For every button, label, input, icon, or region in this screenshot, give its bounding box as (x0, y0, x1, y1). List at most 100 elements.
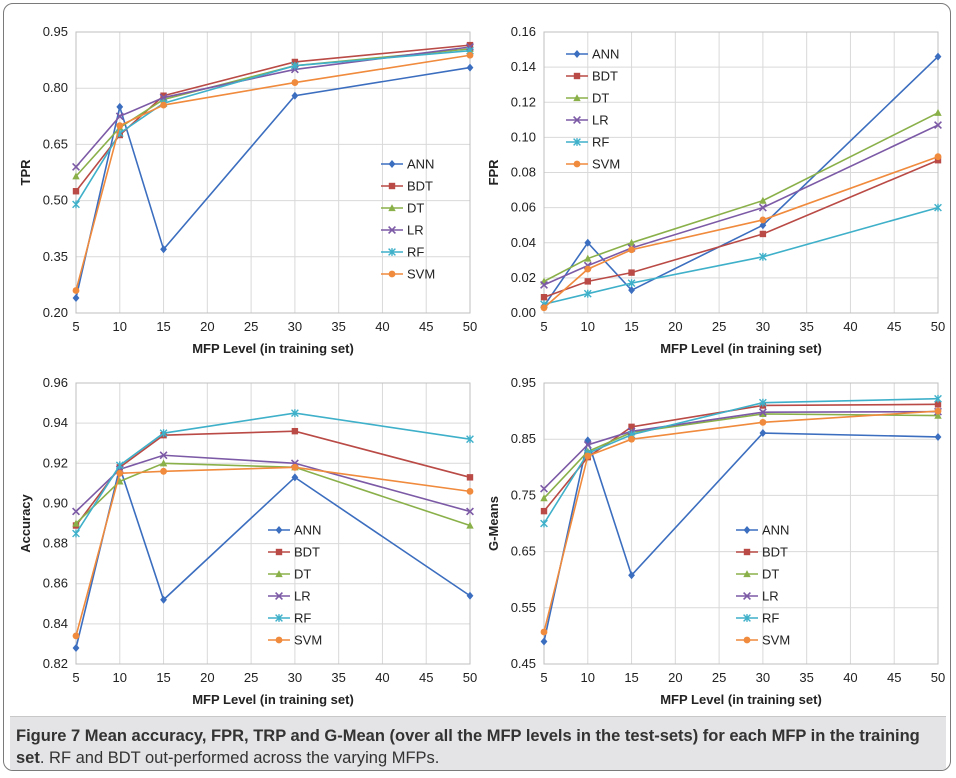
data-point-rf (540, 519, 548, 528)
legend-label-rf: RF (592, 135, 609, 150)
legend-item-rf: RF (268, 611, 311, 626)
data-point-bdt (540, 293, 548, 301)
legend: ANN BDT DT LR RF SVM (736, 523, 790, 648)
caption-title: Mean accuracy, FPR, TRP and G-Mean (over… (16, 727, 920, 767)
data-point-lr (159, 451, 168, 460)
legend-item-lr: LR (736, 589, 779, 604)
y-tick-label: 0.45 (511, 656, 536, 671)
data-point-bdt (759, 230, 767, 238)
y-tick-label: 0.55 (511, 600, 536, 615)
y-tick-label: 0.85 (511, 431, 536, 446)
data-point-ann (72, 643, 80, 652)
y-tick-label: 0.10 (511, 129, 536, 144)
x-tick-label: 45 (419, 319, 433, 334)
x-tick-label: 45 (887, 319, 901, 334)
data-point-bdt (628, 423, 635, 431)
data-point-bdt (934, 157, 942, 164)
data-point-svm (759, 418, 767, 426)
figure-frame: 0.20 0.35 0.50 0.65 0.80 0.95 5 10 15 20 25 30 35 40 4… (3, 3, 951, 771)
x-tick-label: 40 (375, 670, 389, 685)
x-tick-label: 25 (244, 670, 258, 685)
legend-item-lr: LR (268, 589, 311, 604)
x-tick-label: 10 (113, 670, 127, 685)
data-point-svm (584, 265, 592, 273)
legend-label-bdt: BDT (762, 545, 788, 560)
y-tick-label: 0.16 (511, 24, 536, 39)
data-point-svm (466, 487, 474, 495)
data-point-ann (628, 571, 635, 580)
data-point-svm (934, 407, 942, 415)
x-tick-label: 35 (331, 670, 345, 685)
series-line-ann (543, 432, 939, 642)
data-point-bdt (466, 474, 474, 481)
data-point-lr (758, 203, 767, 212)
legend-marker-bdt (573, 72, 581, 80)
legend-marker-dt (743, 570, 751, 578)
data-point-rf (934, 394, 942, 403)
y-tick-label: 0.86 (43, 576, 68, 591)
series-bdt (72, 427, 474, 529)
legend-marker-rf (573, 138, 581, 146)
x-tick-label: 5 (72, 319, 79, 334)
x-tick-label: 35 (799, 670, 813, 685)
legend-marker-ann (275, 526, 283, 534)
data-point-svm (72, 287, 80, 294)
series-line-bdt (543, 159, 939, 298)
x-tick-label: 40 (843, 670, 857, 685)
legend-item-rf: RF (736, 611, 779, 626)
data-point-lr (540, 484, 548, 493)
caption-box: Figure 7 Mean accuracy, FPR, TRP and G-M… (10, 716, 946, 770)
chart-tpr: 0.20 0.35 0.50 0.65 0.80 0.95 5 10 15 20 25 30 35 40 4… (18, 24, 477, 356)
y-tick-label: 0.65 (43, 136, 68, 151)
series-ann (540, 52, 942, 310)
y-tick-label: 0.14 (511, 59, 536, 74)
y-tick-label: 0.00 (511, 305, 536, 320)
data-point-svm (540, 628, 548, 636)
legend-label-ann: ANN (407, 157, 434, 172)
data-point-ann (934, 52, 942, 61)
legend: ANN BDT DT LR RF SVM (268, 523, 322, 648)
legend-item-dt: DT (736, 567, 779, 582)
data-point-rf (72, 529, 80, 538)
legend-item-dt: DT (381, 201, 424, 216)
data-point-ann (291, 473, 299, 482)
legend-item-ann: ANN (268, 523, 321, 538)
y-tick-label: 0.65 (511, 544, 536, 559)
legend: ANN BDT DT LR RF SVM (566, 47, 620, 172)
legend-label-rf: RF (762, 611, 779, 626)
x-tick-label: 10 (581, 319, 595, 334)
data-point-lr (72, 507, 80, 516)
legend-marker-lr (743, 592, 751, 600)
data-point-ann (160, 245, 167, 254)
legend-item-bdt: BDT (381, 179, 433, 194)
x-axis-label: MFP Level (in training set) (660, 341, 822, 356)
legend-marker-ann (573, 50, 581, 58)
x-tick-label: 5 (72, 670, 79, 685)
data-point-dt (159, 459, 168, 467)
x-tick-label: 30 (288, 670, 302, 685)
legend-label-ann: ANN (592, 47, 619, 62)
legend-label-dt: DT (294, 567, 311, 582)
data-point-svm (584, 452, 592, 460)
data-point-svm (628, 435, 635, 443)
legend-marker-svm (573, 160, 581, 168)
x-tick-label: 50 (931, 319, 945, 334)
y-tick-label: 0.92 (43, 455, 68, 470)
data-point-svm (934, 153, 942, 161)
series-dt (72, 459, 474, 529)
chart-panel-gmeans: 0.45 0.55 0.65 0.75 0.85 0.95 5 10 15 20 25 30 35 40 4… (474, 357, 950, 717)
data-point-ann (160, 595, 167, 604)
data-point-svm (291, 463, 299, 471)
x-tick-label: 25 (244, 319, 258, 334)
y-tick-label: 0.88 (43, 536, 68, 551)
data-point-ann (116, 102, 124, 111)
legend-item-ann: ANN (736, 523, 789, 538)
data-point-ann (759, 221, 767, 230)
data-point-ann (628, 286, 635, 295)
data-point-dt (759, 196, 767, 204)
legend-label-dt: DT (762, 567, 779, 582)
y-tick-label: 0.95 (43, 24, 68, 39)
x-tick-label: 20 (668, 319, 682, 334)
data-point-rf (934, 203, 942, 212)
legend-item-bdt: BDT (736, 545, 788, 560)
